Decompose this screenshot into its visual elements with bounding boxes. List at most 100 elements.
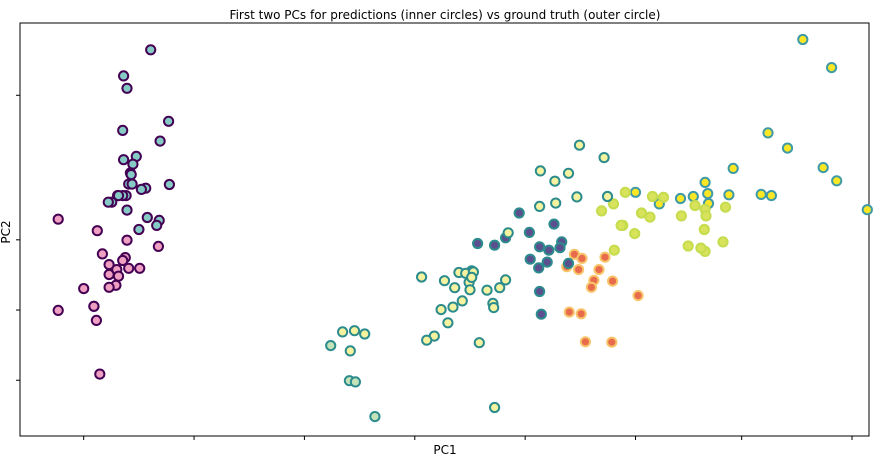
data-point [112,270,125,282]
data-point [118,70,130,82]
data-point [52,213,64,225]
data-point [727,162,739,174]
data-point [657,191,670,203]
data-point [447,301,459,313]
data-point [163,115,175,127]
chart-title: First two PCs for predictions (inner cir… [230,8,661,22]
data-point [585,281,598,293]
data-point [702,188,714,200]
data-point [695,242,707,254]
data-point [723,189,735,201]
y-axis-label: PC2 [0,220,13,243]
data-point [88,300,100,312]
data-point [598,152,610,164]
data-point [675,210,688,222]
data-point [488,302,500,314]
data-point [344,345,356,357]
data-point [533,262,545,274]
data-point [607,275,619,287]
data-point [817,162,829,174]
data-point [135,183,147,195]
data-point [489,239,501,251]
data-point [765,190,778,202]
data-point [489,401,501,414]
data-point [125,169,137,181]
data-point [348,325,361,337]
data-point [607,198,620,210]
data-point [719,201,732,213]
data-point [349,376,361,388]
data-point [337,326,349,338]
data-point [121,204,133,216]
y-axis-ticks [16,94,20,381]
data-point [573,139,586,151]
data-point [359,328,371,340]
data-point [593,264,605,276]
data-point [133,223,145,236]
data-point [464,284,476,296]
data-point [689,199,701,212]
data-point [502,227,514,239]
data-point [762,127,774,139]
data-point [134,262,146,274]
data-point [78,283,90,295]
data-point [826,62,838,74]
data-point [472,237,484,250]
data-point [103,268,115,281]
data-point [563,306,575,318]
data-point [141,211,153,224]
data-point [123,262,135,274]
data-point [573,264,585,276]
data-point [629,186,642,198]
data-point [674,192,687,205]
data-point [619,186,631,198]
data-point [571,191,583,203]
data-point [117,124,129,136]
data-point [632,290,644,302]
data-point [562,257,575,269]
data-point [456,295,468,307]
data-point [717,236,729,248]
data-point [831,175,843,187]
data-point [699,176,711,188]
data-point [438,275,451,287]
data-point [646,190,659,203]
data-point [797,33,809,46]
data-point [562,167,575,179]
data-point [543,244,555,256]
data-point [629,228,641,240]
data-point [550,197,562,209]
data-point [435,304,447,316]
x-axis-ticks [83,436,853,440]
data-point [606,336,618,348]
data-point [700,210,712,222]
data-point [121,82,133,94]
data-point [523,226,536,238]
data-point [416,271,428,283]
data-point [91,225,103,237]
data-point [644,211,656,223]
data-point [481,284,493,296]
data-point [118,154,130,166]
data-point [369,411,381,423]
data-point [90,314,103,326]
data-point [601,190,614,203]
data-point [473,337,485,349]
data-point [152,240,164,252]
data-point [549,175,561,187]
data-point [96,248,109,260]
data-point [126,178,138,190]
data-point [449,282,461,294]
data-point [861,204,873,216]
data-point [682,240,694,252]
data-points [52,33,873,423]
data-point [154,135,166,147]
data-point [466,271,478,283]
data-point [599,251,611,263]
data-point [579,336,592,348]
data-point [635,207,648,219]
data-point [615,219,627,231]
data-point [541,256,553,268]
